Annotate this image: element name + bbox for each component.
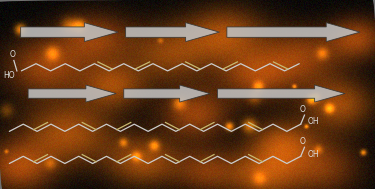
Text: OH: OH <box>308 149 319 159</box>
Text: O: O <box>300 105 306 114</box>
Polygon shape <box>126 23 219 42</box>
Polygon shape <box>217 85 345 102</box>
Text: O: O <box>9 50 15 59</box>
Text: HO: HO <box>3 71 15 80</box>
Polygon shape <box>124 85 210 102</box>
Polygon shape <box>227 23 360 42</box>
Text: O: O <box>300 137 306 146</box>
Text: OH: OH <box>308 117 319 126</box>
Polygon shape <box>28 85 116 102</box>
Polygon shape <box>21 23 118 42</box>
